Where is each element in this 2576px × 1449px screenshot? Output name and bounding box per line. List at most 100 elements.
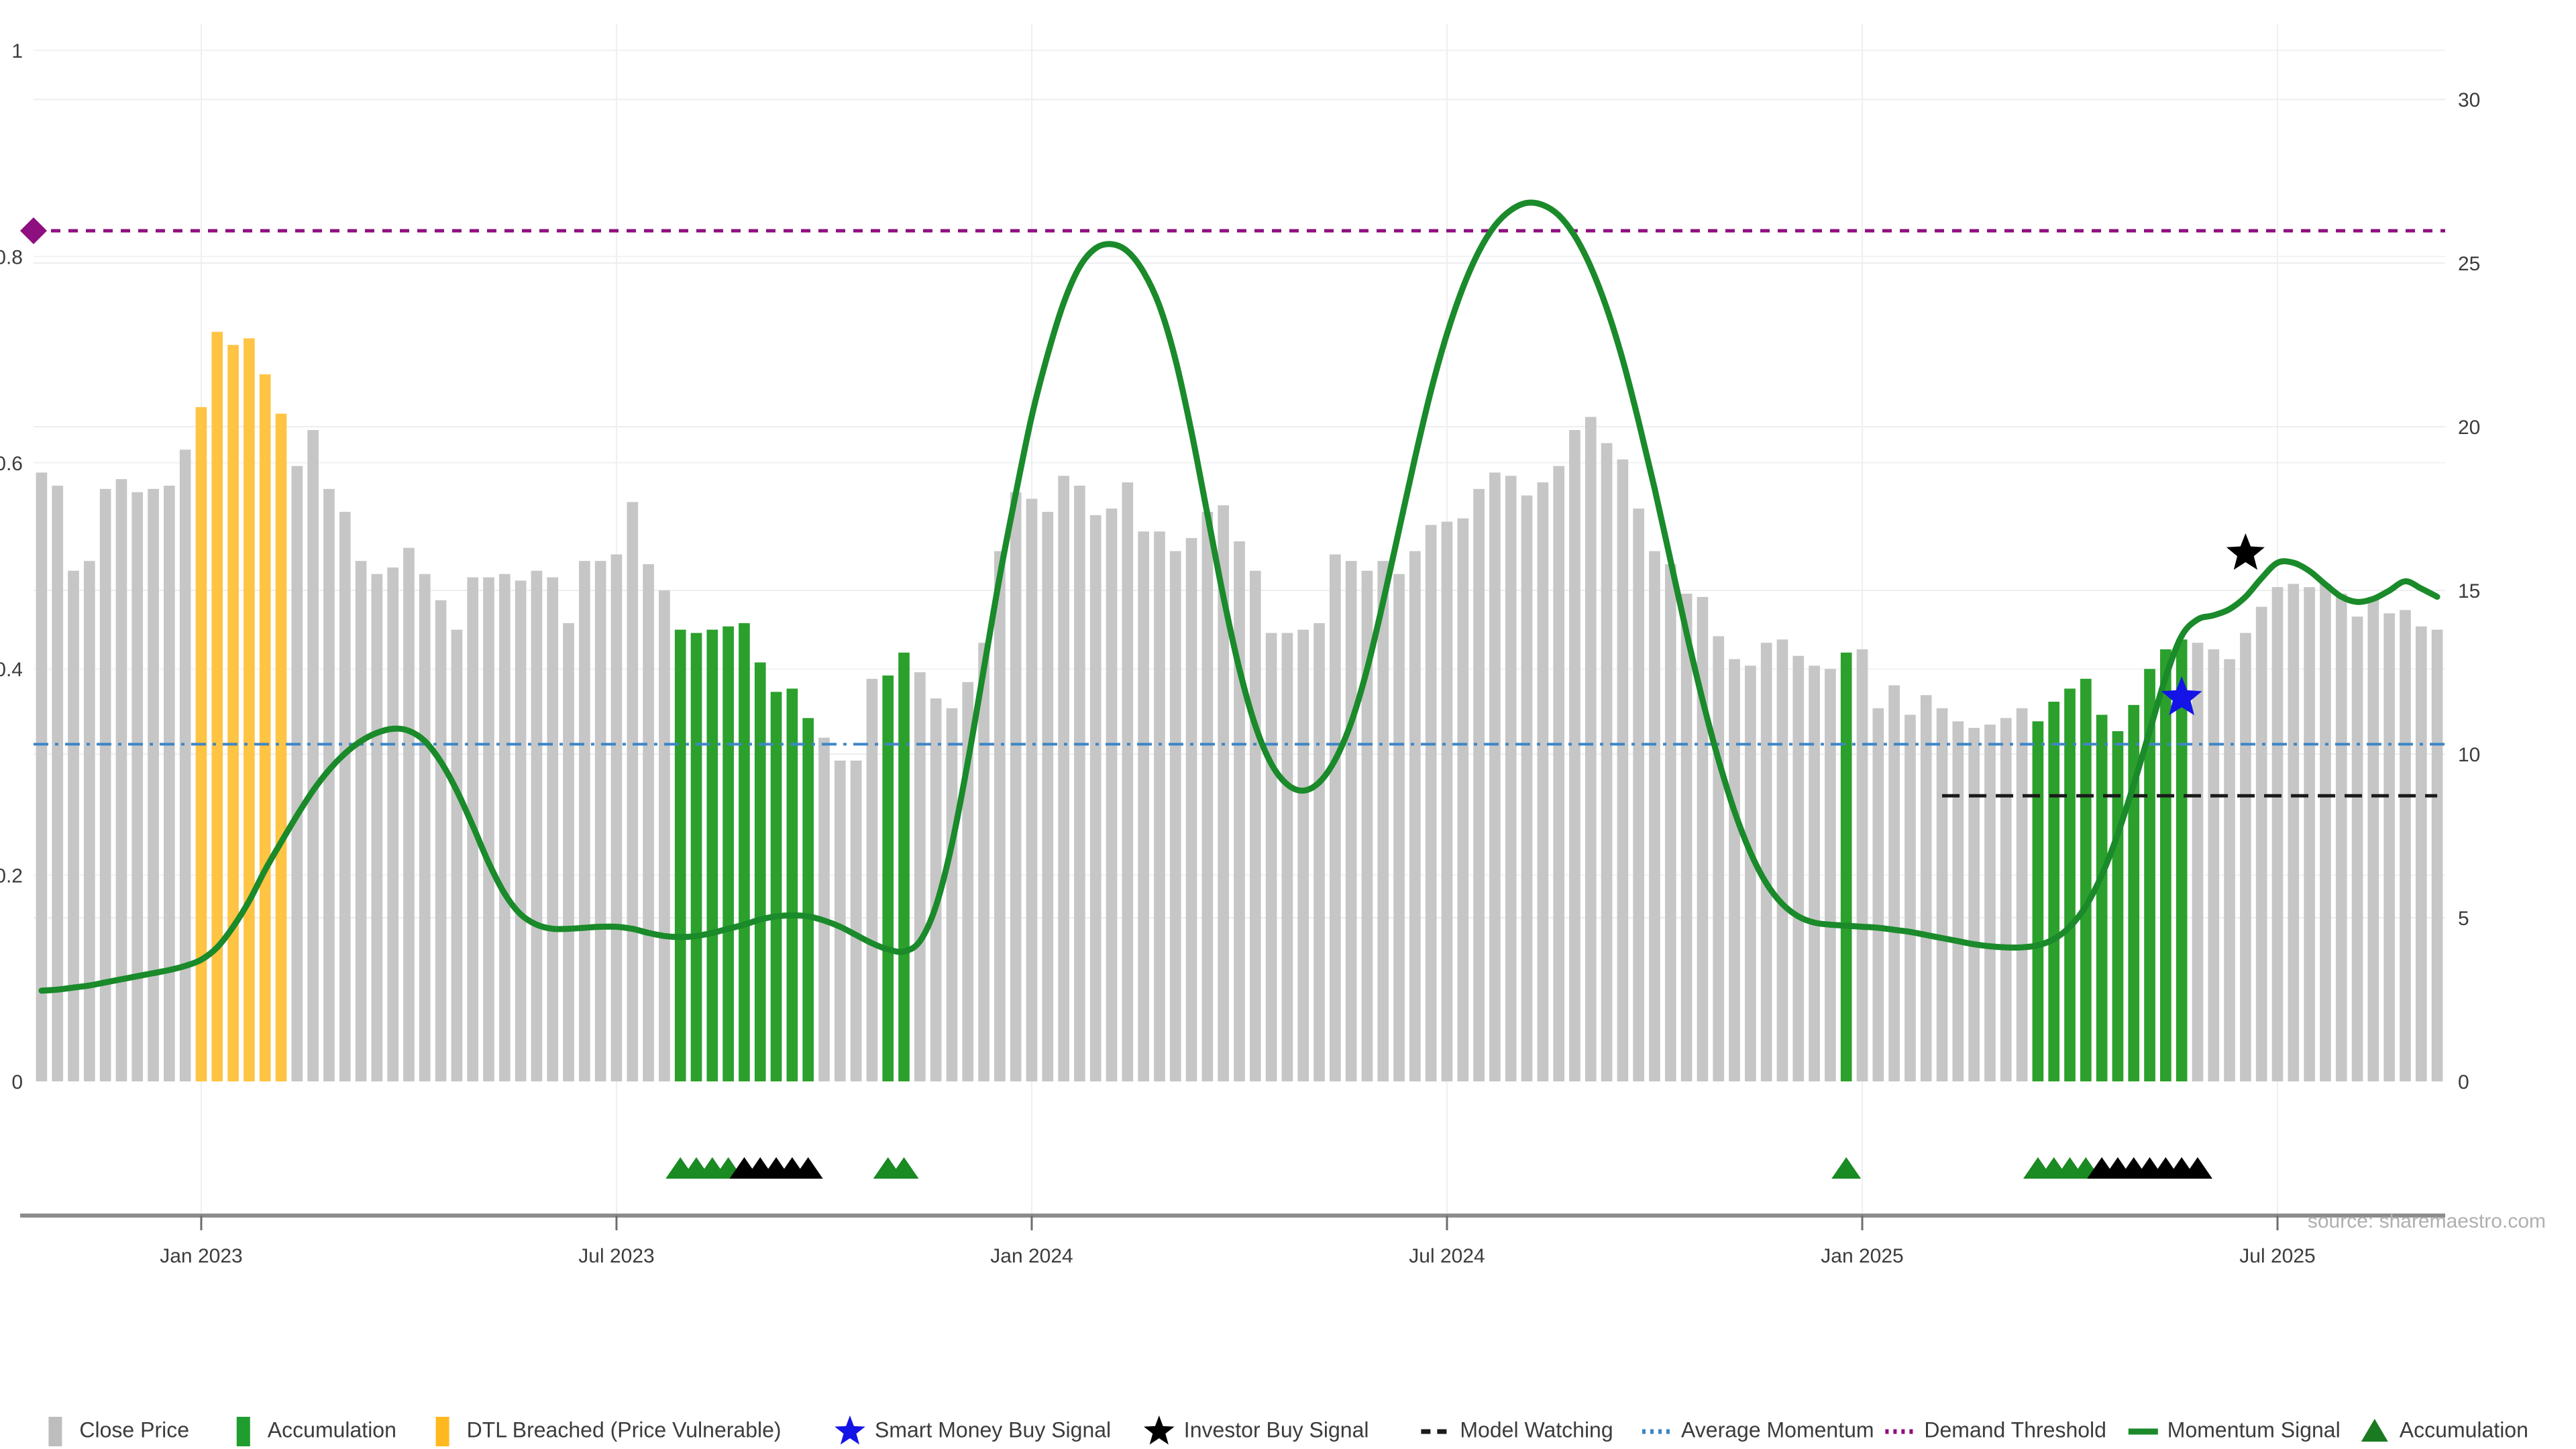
x-axis-tick-label: Jan 2024 bbox=[990, 1245, 1073, 1267]
price-bar bbox=[1089, 515, 1102, 1081]
legend-star-icon bbox=[1143, 1415, 1175, 1445]
legend-star-icon bbox=[835, 1415, 865, 1445]
price-bar bbox=[627, 502, 639, 1081]
legend-item[interactable]: Model Watching bbox=[1421, 1417, 1613, 1442]
signal-markers bbox=[2161, 533, 2265, 716]
price-bar bbox=[1649, 551, 1660, 1081]
price-bar bbox=[1840, 652, 1852, 1081]
price-bar bbox=[850, 760, 862, 1081]
legend-item[interactable]: Momentum Signal bbox=[2128, 1417, 2341, 1442]
momentum-signal-path bbox=[38, 199, 2440, 994]
smart-money-buy-signal-star bbox=[2161, 676, 2202, 716]
price-bar bbox=[275, 413, 287, 1081]
legend-item[interactable]: Smart Money Buy Signal bbox=[835, 1415, 1111, 1445]
price-bar bbox=[1313, 623, 1325, 1081]
price-bar bbox=[739, 623, 750, 1081]
price-bar bbox=[594, 561, 606, 1081]
price-bar bbox=[1601, 443, 1613, 1081]
y-axis-left-tick-label: 0.2 bbox=[0, 865, 23, 888]
price-bar bbox=[1154, 531, 1165, 1081]
price-bar bbox=[1585, 417, 1597, 1081]
price-bar bbox=[1825, 669, 1836, 1081]
price-bar bbox=[2176, 639, 2188, 1081]
accumulation-triangle-green bbox=[1831, 1157, 1862, 1179]
price-bar bbox=[291, 466, 303, 1081]
y-axis-left-tick-label: 0 bbox=[11, 1071, 23, 1093]
price-bar bbox=[834, 760, 846, 1081]
legend-item[interactable]: Average Momentum bbox=[1642, 1417, 1874, 1442]
demand-threshold-diamond-marker bbox=[20, 217, 47, 244]
legend-item-label: DTL Breached (Price Vulnerable) bbox=[467, 1417, 782, 1442]
price-bar bbox=[1569, 430, 1580, 1081]
price-bar bbox=[227, 345, 239, 1081]
price-bar bbox=[1138, 531, 1149, 1081]
price-bar bbox=[2415, 626, 2427, 1081]
price-bar bbox=[419, 574, 431, 1081]
price-bar bbox=[914, 672, 926, 1081]
price-bar bbox=[1361, 570, 1373, 1081]
price-bar bbox=[1633, 508, 1645, 1081]
x-axis-tick-label: Jan 2025 bbox=[1821, 1245, 1903, 1267]
price-bar bbox=[1809, 665, 1820, 1081]
price-bar bbox=[1872, 708, 1884, 1081]
price-bar bbox=[2160, 649, 2171, 1081]
price-bar bbox=[2288, 584, 2300, 1081]
price-bar bbox=[1234, 541, 1245, 1081]
legend-item-label: Investor Buy Signal bbox=[1184, 1417, 1369, 1442]
y-axis-right-tick-label: 20 bbox=[2458, 417, 2480, 439]
price-bar bbox=[1473, 488, 1485, 1081]
x-axis-tick-label: Jul 2023 bbox=[578, 1245, 654, 1267]
chart-legend: Close Price Accumulation DTL Breached (Pri… bbox=[48, 1415, 2528, 1446]
legend-item[interactable]: Close Price bbox=[48, 1417, 189, 1446]
source-attribution: source: sharemaestro.com bbox=[2308, 1210, 2546, 1232]
price-bar bbox=[1505, 476, 1517, 1081]
price-bar bbox=[994, 551, 1006, 1081]
price-bar bbox=[1185, 538, 1197, 1081]
y-axis-left-labels: 0 0.2 0.4 0.6 0.8 1 bbox=[0, 40, 23, 1093]
accumulation-triangle-black bbox=[2182, 1157, 2212, 1179]
legend-item[interactable]: Accumulation bbox=[2361, 1417, 2528, 1442]
price-bar bbox=[84, 561, 95, 1081]
price-bar bbox=[179, 449, 191, 1081]
price-bar bbox=[1122, 482, 1134, 1081]
price-bar bbox=[946, 708, 958, 1081]
price-bar bbox=[1521, 495, 1533, 1081]
x-axis-tick-label: Jan 2023 bbox=[160, 1245, 242, 1267]
legend-item[interactable]: Investor Buy Signal bbox=[1143, 1415, 1369, 1445]
price-bar bbox=[2000, 718, 2012, 1081]
price-bar bbox=[2096, 714, 2108, 1081]
price-bar bbox=[1297, 629, 1309, 1081]
y-axis-left-tick-label: 0.4 bbox=[0, 659, 23, 681]
legend-item[interactable]: DTL Breached (Price Vulnerable) bbox=[435, 1417, 782, 1446]
price-bar bbox=[148, 488, 159, 1081]
price-bar bbox=[690, 633, 702, 1081]
price-bar bbox=[770, 692, 782, 1081]
price-bar bbox=[610, 554, 623, 1081]
price-bar bbox=[1968, 728, 1980, 1081]
legend-item-label: Smart Money Buy Signal bbox=[875, 1417, 1111, 1442]
legend-item-label: Average Momentum bbox=[1681, 1417, 1874, 1442]
price-bar bbox=[451, 629, 463, 1081]
accumulation-triangle-markers bbox=[665, 1157, 2212, 1179]
price-bar bbox=[115, 479, 127, 1081]
legend-item-label: Close Price bbox=[79, 1417, 189, 1442]
price-bar bbox=[1169, 551, 1181, 1081]
close-price-bars bbox=[36, 331, 2443, 1081]
price-bar bbox=[2400, 610, 2411, 1081]
price-bar bbox=[930, 698, 942, 1081]
investor-buy-signal-star bbox=[2226, 533, 2265, 570]
legend-item[interactable]: Demand Threshold bbox=[1885, 1417, 2106, 1442]
legend-item-label: Demand Threshold bbox=[1924, 1417, 2106, 1442]
price-bar bbox=[818, 737, 830, 1081]
price-bar bbox=[1745, 665, 1756, 1081]
price-bar bbox=[68, 570, 79, 1081]
price-bar bbox=[1058, 476, 1069, 1081]
y-axis-left-tick-label: 1 bbox=[11, 40, 23, 62]
legend-item[interactable]: Accumulation bbox=[236, 1417, 396, 1446]
price-bar bbox=[1281, 633, 1293, 1081]
price-bar bbox=[1664, 564, 1676, 1081]
price-bar bbox=[2016, 708, 2028, 1081]
price-bar bbox=[1218, 505, 1230, 1081]
